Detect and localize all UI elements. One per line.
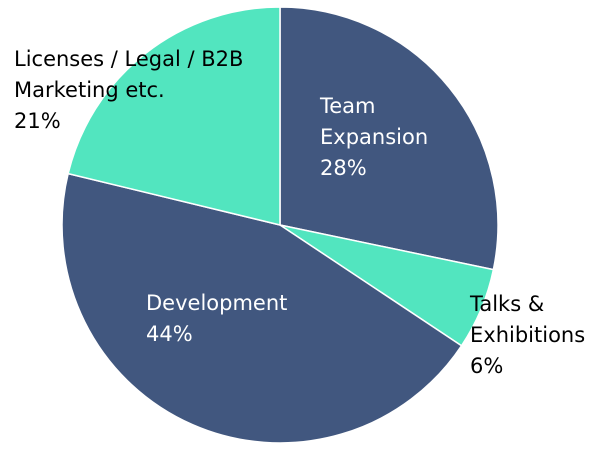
slice-name-label: Exhibitions <box>470 323 585 347</box>
pie-slice <box>67 6 281 226</box>
pie-labels: Team Expansion 28% Talks & Exhibitions 6% Deve… <box>14 47 585 378</box>
slice-percent-label: 21% <box>14 109 61 133</box>
slice-percent-label: 6% <box>470 354 503 378</box>
slice-name-label: Talks & <box>469 292 544 316</box>
slice-label: Team Expansion 28% <box>319 94 428 180</box>
pie-slice <box>61 172 463 444</box>
slice-label: Talks & Exhibitions 6% <box>469 292 585 378</box>
slice-label: Licenses / Legal / B2B Marketing etc. 21% <box>14 47 243 133</box>
slice-percent-label: 28% <box>320 156 367 180</box>
slice-name-label: Expansion <box>320 125 428 149</box>
slice-name-label: Development <box>146 291 287 315</box>
pie-slice <box>279 6 499 271</box>
pie-slices <box>61 6 499 444</box>
slice-name-label: Team <box>319 94 376 118</box>
slice-label: Development 44% <box>146 291 287 346</box>
slice-name-label: Licenses / Legal / B2B <box>14 47 243 71</box>
slice-name-label: Marketing etc. <box>14 78 165 102</box>
slice-percent-label: 44% <box>146 322 193 346</box>
